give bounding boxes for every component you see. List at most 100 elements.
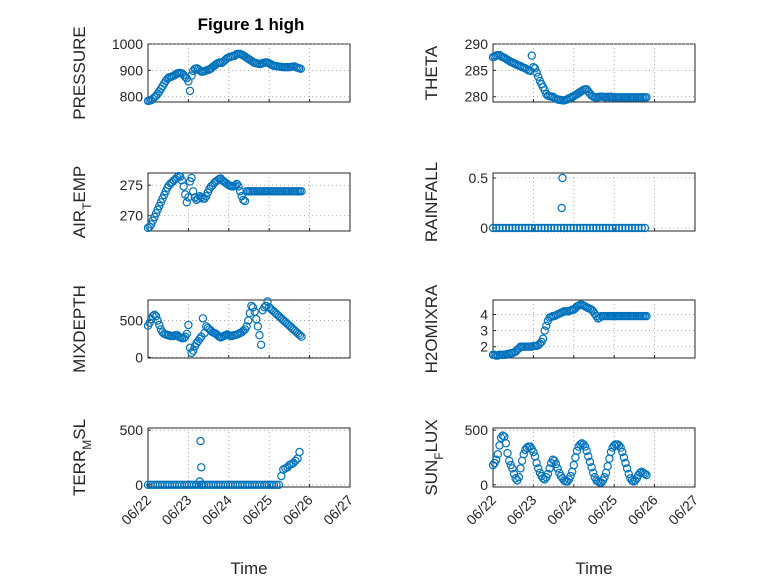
data-point bbox=[505, 456, 514, 465]
data-point bbox=[624, 469, 633, 479]
data-point bbox=[608, 223, 617, 233]
data-point bbox=[188, 346, 198, 355]
data-point bbox=[601, 223, 611, 233]
data-point bbox=[524, 223, 533, 233]
data-point bbox=[589, 223, 598, 233]
data-point bbox=[517, 223, 527, 233]
subplot-rainfall: 0 0.5 RAINFALL bbox=[422, 162, 696, 242]
data-point bbox=[622, 464, 632, 473]
subplot-air-t-emp: 270 275 AIRTEMP bbox=[70, 166, 351, 239]
data-point bbox=[514, 223, 524, 233]
figure-title: Figure 1 high bbox=[198, 15, 305, 34]
y-axis-label: PRESSURE bbox=[70, 26, 89, 120]
data-point bbox=[239, 195, 248, 205]
x-tick-label: 06/25 bbox=[239, 492, 275, 528]
y-tick-label: 900 bbox=[120, 62, 144, 78]
data-point bbox=[187, 173, 196, 183]
data-point bbox=[592, 223, 601, 233]
data-point bbox=[540, 326, 549, 335]
data-point bbox=[605, 223, 614, 233]
data-point bbox=[634, 223, 643, 233]
data-point bbox=[295, 331, 305, 340]
data-point bbox=[579, 223, 588, 233]
data-point bbox=[534, 223, 543, 233]
data-point bbox=[498, 431, 507, 440]
y-tick-label: 4 bbox=[480, 307, 488, 323]
data-point bbox=[291, 456, 300, 465]
data-point bbox=[255, 331, 264, 340]
data-point bbox=[621, 458, 630, 468]
data-point bbox=[198, 314, 208, 323]
data-point bbox=[188, 187, 198, 196]
data-point bbox=[269, 480, 279, 489]
data-point bbox=[598, 223, 608, 233]
data-point bbox=[498, 223, 507, 233]
y-tick-label: 270 bbox=[120, 208, 144, 224]
y-tick-label: 275 bbox=[120, 177, 144, 193]
y-tick-label: 0 bbox=[480, 220, 488, 236]
data-point bbox=[155, 320, 164, 330]
data-point bbox=[145, 318, 154, 327]
data-point bbox=[492, 455, 501, 464]
y-tick-label: 2 bbox=[480, 339, 488, 355]
data-point bbox=[642, 93, 651, 102]
data-point bbox=[182, 198, 191, 207]
data-point bbox=[248, 303, 258, 312]
data-point bbox=[234, 182, 243, 191]
data-point bbox=[530, 64, 540, 73]
data-point bbox=[556, 223, 566, 233]
data-point bbox=[576, 440, 585, 449]
data-point bbox=[576, 223, 585, 233]
data-point bbox=[177, 176, 187, 185]
y-axis-label: SUNFLUX bbox=[422, 419, 446, 495]
data-point bbox=[184, 320, 193, 330]
subplot-h2omixra: 234 H2OMIXRA bbox=[422, 284, 696, 373]
data-point bbox=[272, 480, 281, 489]
y-tick-label: 290 bbox=[465, 36, 489, 52]
subplot-terr-m-sl: 0 500 TERRMSL 06/22 06/23 06/24 06/25 06/26 06/2… bbox=[70, 419, 356, 578]
data-point bbox=[488, 223, 498, 233]
data-point bbox=[492, 223, 501, 233]
data-point bbox=[619, 453, 629, 462]
data-point bbox=[558, 173, 567, 183]
axes-frame bbox=[492, 172, 696, 232]
data-point bbox=[146, 220, 156, 229]
data-point bbox=[508, 223, 517, 233]
data-point bbox=[538, 334, 548, 343]
data-point bbox=[274, 480, 284, 489]
data-point bbox=[589, 468, 598, 477]
y-tick-label: 0.5 bbox=[469, 170, 489, 186]
data-point bbox=[569, 223, 579, 233]
y-axis-label: H2OMIXRA bbox=[422, 284, 441, 373]
data-point bbox=[187, 71, 196, 80]
data-point bbox=[514, 473, 524, 482]
data-point bbox=[540, 223, 549, 233]
data-point bbox=[627, 476, 637, 485]
data-point bbox=[232, 179, 242, 189]
x-tick-label: 06/27 bbox=[665, 492, 701, 528]
data-point bbox=[580, 442, 590, 451]
y-axis-label: MIXDEPTH bbox=[70, 285, 89, 373]
x-tick-label: 06/24 bbox=[199, 492, 235, 528]
data-point bbox=[585, 457, 595, 467]
y-axis-label: AIRTEMP bbox=[70, 166, 94, 239]
y-tick-label: 800 bbox=[120, 89, 144, 105]
data-point bbox=[151, 312, 161, 321]
data-point bbox=[501, 223, 511, 233]
axes-frame bbox=[147, 427, 351, 488]
data-point bbox=[179, 182, 188, 191]
data-point bbox=[631, 223, 640, 233]
data-point bbox=[537, 223, 546, 233]
data-point bbox=[642, 470, 651, 480]
data-point bbox=[532, 458, 541, 468]
x-axis-label: Time bbox=[230, 559, 267, 578]
data-point bbox=[640, 469, 650, 479]
data-point bbox=[153, 316, 162, 325]
data-point bbox=[557, 203, 566, 213]
data-point bbox=[197, 480, 207, 489]
data-point bbox=[603, 462, 612, 471]
subplot-theta: 280 285 290 THETA bbox=[422, 36, 696, 105]
data-point bbox=[547, 223, 556, 233]
data-point bbox=[618, 223, 627, 233]
